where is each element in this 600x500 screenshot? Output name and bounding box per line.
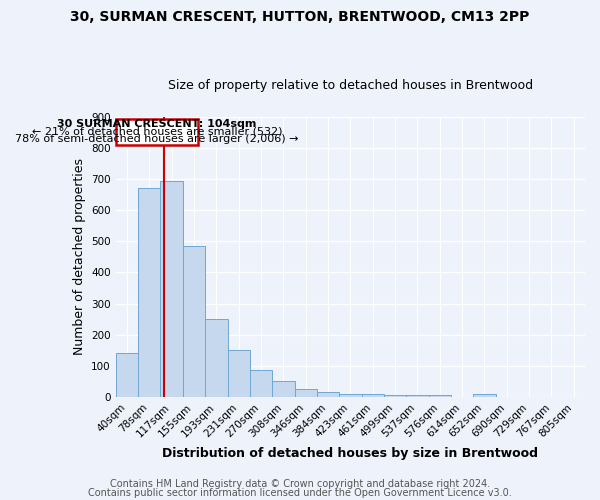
Bar (295, 389, 317, 397)
Bar (384, 396, 406, 397)
Bar (227, 350, 250, 397)
Bar (138, 188, 160, 397)
Bar (317, 392, 339, 397)
Text: Contains HM Land Registry data © Crown copyright and database right 2024.: Contains HM Land Registry data © Crown c… (110, 479, 490, 489)
Bar (250, 370, 272, 397)
Bar (406, 396, 428, 397)
Y-axis label: Number of detached properties: Number of detached properties (73, 158, 86, 356)
Bar (428, 396, 451, 397)
Text: 30, SURMAN CRESCENT, HUTTON, BRENTWOOD, CM13 2PP: 30, SURMAN CRESCENT, HUTTON, BRENTWOOD, … (70, 10, 530, 24)
Text: Contains public sector information licensed under the Open Government Licence v3: Contains public sector information licen… (88, 488, 512, 498)
X-axis label: Distribution of detached houses by size in Brentwood: Distribution of detached houses by size … (163, 447, 538, 460)
Bar (116, 354, 138, 397)
Bar (205, 319, 227, 397)
Text: 78% of semi-detached houses are larger (2,006) →: 78% of semi-detached houses are larger (… (16, 134, 299, 144)
Title: Size of property relative to detached houses in Brentwood: Size of property relative to detached ho… (168, 79, 533, 92)
Bar (272, 382, 295, 397)
Bar (473, 394, 496, 397)
Bar (339, 394, 362, 397)
Text: ← 21% of detached houses are smaller (532): ← 21% of detached houses are smaller (53… (32, 126, 283, 136)
Bar (362, 394, 384, 397)
Bar (160, 180, 183, 397)
Text: 30 SURMAN CRESCENT: 104sqm: 30 SURMAN CRESCENT: 104sqm (58, 119, 257, 129)
FancyBboxPatch shape (116, 119, 199, 146)
Bar (183, 246, 205, 397)
